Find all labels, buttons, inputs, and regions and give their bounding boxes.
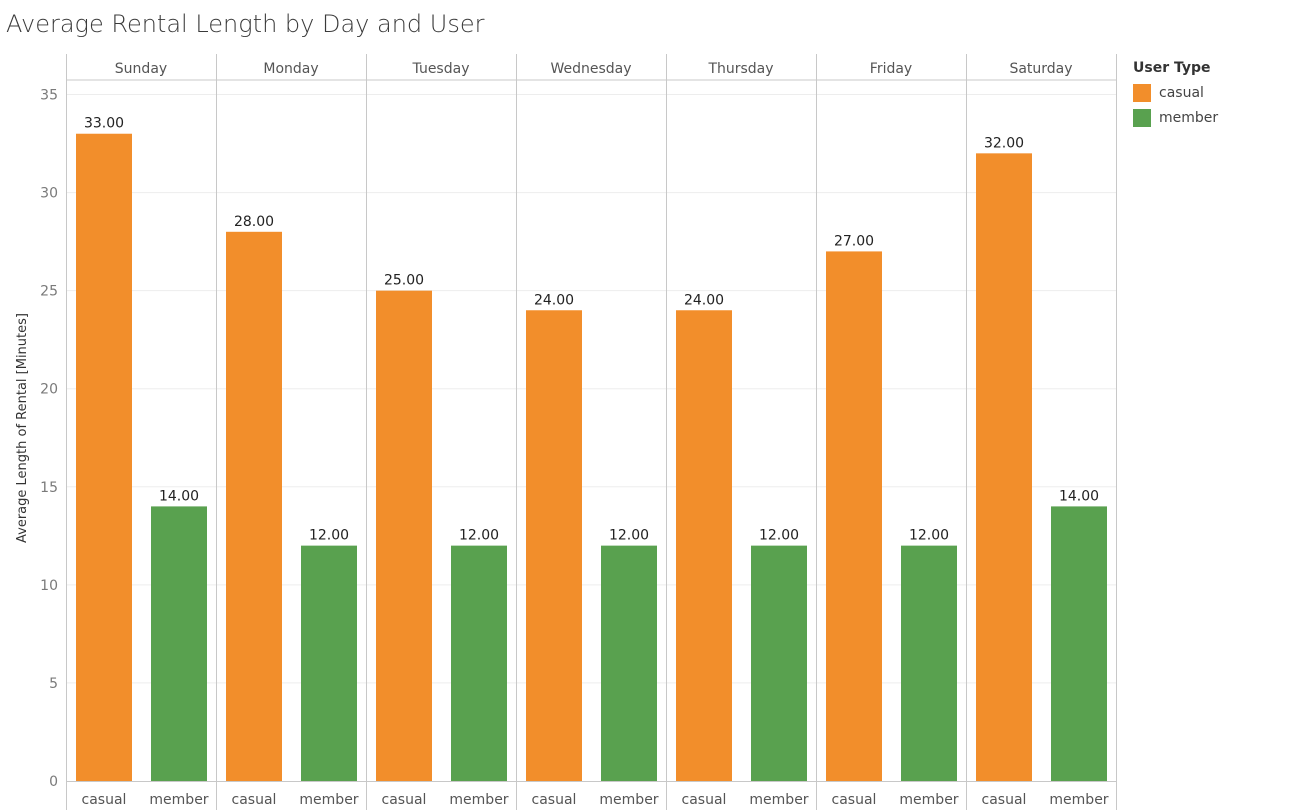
bar-thursday-member[interactable] bbox=[751, 545, 807, 781]
y-tick-label: 0 bbox=[49, 774, 58, 790]
legend: User Type casual member bbox=[1133, 60, 1218, 130]
pane-monday: Monday 28.00 casual 12.00 member bbox=[216, 54, 359, 810]
legend-swatch-member bbox=[1133, 108, 1151, 127]
column-header-tuesday: Tuesday bbox=[412, 61, 470, 77]
data-label-thursday-casual: 24.00 bbox=[684, 292, 724, 308]
x-tick-label-casual: casual bbox=[832, 792, 877, 808]
bar-saturday-member[interactable] bbox=[1051, 506, 1107, 781]
data-label-tuesday-casual: 25.00 bbox=[384, 273, 424, 289]
x-tick-label-member: member bbox=[299, 792, 358, 808]
column-header-wednesday: Wednesday bbox=[550, 61, 631, 77]
x-tick-label-member: member bbox=[149, 792, 208, 808]
y-tick-label: 35 bbox=[40, 88, 58, 104]
data-label-sunday-member: 14.00 bbox=[159, 488, 199, 504]
x-tick-label-casual: casual bbox=[682, 792, 727, 808]
y-axis-label: Average Length of Rental [Minutes] bbox=[15, 313, 30, 543]
chart-title: Average Rental Length by Day and User bbox=[6, 10, 485, 38]
data-label-friday-casual: 27.00 bbox=[834, 233, 874, 249]
x-tick-label-member: member bbox=[749, 792, 808, 808]
data-label-wednesday-member: 12.00 bbox=[609, 528, 649, 544]
x-tick-label-member: member bbox=[599, 792, 658, 808]
bar-sunday-member[interactable] bbox=[151, 506, 207, 781]
x-tick-label-casual: casual bbox=[532, 792, 577, 808]
y-axis: 0 5 10 15 20 25 30 35 bbox=[40, 88, 58, 791]
x-tick-label-member: member bbox=[899, 792, 958, 808]
y-tick-label: 15 bbox=[40, 480, 58, 496]
bar-wednesday-member[interactable] bbox=[601, 545, 657, 781]
data-label-saturday-casual: 32.00 bbox=[984, 135, 1024, 151]
pane-frame bbox=[66, 79, 1116, 782]
data-label-monday-casual: 28.00 bbox=[234, 214, 274, 230]
data-label-thursday-member: 12.00 bbox=[759, 528, 799, 544]
bar-friday-casual[interactable] bbox=[826, 251, 882, 781]
legend-title: User Type bbox=[1133, 60, 1211, 76]
data-label-tuesday-member: 12.00 bbox=[459, 528, 499, 544]
x-tick-label-casual: casual bbox=[982, 792, 1027, 808]
legend-label-member: member bbox=[1159, 109, 1219, 126]
x-tick-label-member: member bbox=[1049, 792, 1108, 808]
pane-friday: Friday 27.00 casual 12.00 member bbox=[816, 54, 959, 810]
bar-monday-casual[interactable] bbox=[226, 231, 282, 782]
y-tick-label: 10 bbox=[40, 578, 58, 594]
pane-thursday: Thursday 24.00 casual 12.00 member bbox=[666, 54, 809, 810]
bar-tuesday-member[interactable] bbox=[451, 545, 507, 781]
bar-wednesday-casual[interactable] bbox=[526, 310, 582, 781]
y-tick-label: 5 bbox=[49, 676, 58, 692]
legend-label-casual: casual bbox=[1159, 84, 1204, 101]
data-label-friday-member: 12.00 bbox=[909, 528, 949, 544]
bar-friday-member[interactable] bbox=[901, 545, 957, 781]
y-tick-label: 30 bbox=[40, 186, 58, 202]
column-header-thursday: Thursday bbox=[707, 61, 773, 77]
column-header-friday: Friday bbox=[870, 61, 912, 77]
pane-wednesday: Wednesday 24.00 casual 12.00 member bbox=[516, 54, 659, 810]
bar-monday-member[interactable] bbox=[301, 545, 357, 781]
bar-thursday-casual[interactable] bbox=[676, 310, 732, 781]
bar-saturday-casual[interactable] bbox=[976, 153, 1032, 782]
y-tick-label: 20 bbox=[40, 382, 58, 398]
column-header-saturday: Saturday bbox=[1009, 61, 1072, 77]
data-label-monday-member: 12.00 bbox=[309, 528, 349, 544]
x-tick-label-casual: casual bbox=[382, 792, 427, 808]
x-tick-label-casual: casual bbox=[232, 792, 277, 808]
column-header-monday: Monday bbox=[263, 61, 318, 77]
y-tick-label: 25 bbox=[40, 284, 58, 300]
gridlines bbox=[66, 94, 1116, 684]
pane-saturday: Saturday 32.00 casual 14.00 member bbox=[966, 54, 1109, 810]
bar-tuesday-casual[interactable] bbox=[376, 290, 432, 781]
legend-item-casual[interactable]: casual bbox=[1133, 80, 1218, 105]
column-header-sunday: Sunday bbox=[115, 61, 167, 77]
legend-swatch-casual bbox=[1133, 83, 1151, 102]
data-label-wednesday-casual: 24.00 bbox=[534, 292, 574, 308]
legend-item-member[interactable]: member bbox=[1133, 105, 1218, 130]
data-label-sunday-casual: 33.00 bbox=[84, 116, 124, 132]
data-label-saturday-member: 14.00 bbox=[1059, 488, 1099, 504]
pane-sunday: Sunday 33.00 casual 14.00 member bbox=[66, 54, 209, 810]
bar-sunday-casual[interactable] bbox=[76, 133, 132, 781]
x-tick-label-casual: casual bbox=[82, 792, 127, 808]
pane-tuesday: Tuesday 25.00 casual 12.00 member bbox=[366, 54, 509, 810]
x-tick-label-member: member bbox=[449, 792, 508, 808]
